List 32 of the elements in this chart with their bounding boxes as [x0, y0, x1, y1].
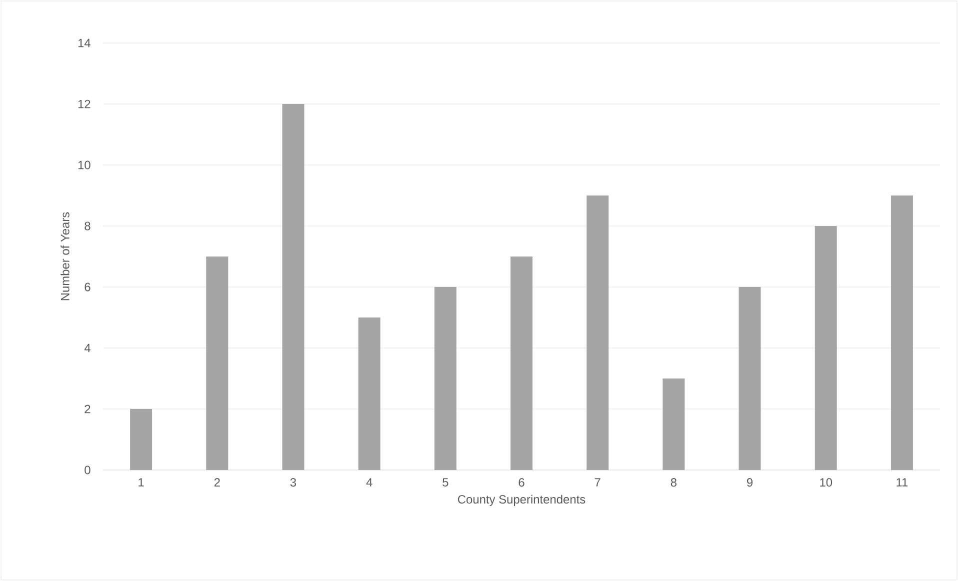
x-tick-label: 6: [518, 478, 524, 487]
x-tick-label: 5: [442, 478, 448, 487]
x-tick-label: 7: [594, 478, 600, 486]
bar: [662, 378, 685, 470]
y-tick-label: 0: [84, 466, 90, 474]
x-axis-title: County Superintendents: [458, 494, 586, 506]
x-tick-label: 2: [214, 478, 220, 487]
y-tick-label: 12: [78, 100, 90, 108]
x-tick-label: 10: [820, 478, 832, 487]
x-tick-label: 3: [290, 478, 296, 487]
bar: [814, 226, 837, 470]
bar: [890, 195, 913, 470]
bar: [510, 256, 533, 470]
bar: [206, 256, 228, 470]
y-tick-label: 2: [84, 404, 90, 414]
y-tick-label: 10: [78, 160, 90, 170]
y-tick-label: 8: [84, 222, 90, 230]
x-tick-label: 9: [747, 478, 753, 487]
bar: [282, 104, 304, 470]
x-tick-label: 1: [138, 478, 144, 486]
bar: [434, 286, 456, 470]
y-tick-label: 6: [84, 282, 90, 292]
y-tick-label: 14: [78, 38, 90, 48]
y-tick-label: 4: [84, 344, 90, 352]
y-axis-title: Number of Years: [60, 212, 70, 300]
bar: [586, 195, 609, 470]
x-tick-label: 8: [670, 478, 676, 487]
bar: [130, 409, 152, 470]
x-tick-label: 11: [896, 478, 908, 486]
bar: [358, 317, 380, 470]
bar: [738, 286, 761, 470]
x-tick-label: 4: [366, 478, 372, 486]
